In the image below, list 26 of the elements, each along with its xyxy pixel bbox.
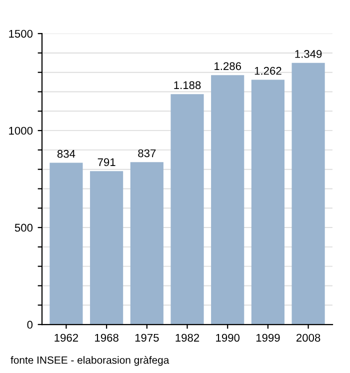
data-label: 837 bbox=[138, 149, 156, 158]
source-note: fonte INSEE - elaborasion gràfega bbox=[10, 356, 170, 366]
x-tick-label: 2008 bbox=[296, 334, 320, 342]
bar bbox=[292, 62, 325, 325]
bar bbox=[251, 80, 284, 325]
data-label: 791 bbox=[98, 158, 116, 166]
data-label: 1.349 bbox=[295, 50, 322, 58]
y-tick-label: 500 bbox=[14, 224, 33, 232]
data-label: 1.188 bbox=[174, 81, 201, 90]
x-tick-label: 1975 bbox=[135, 334, 159, 342]
y-tick-label: 1500 bbox=[9, 30, 33, 38]
x-tick-label: 1968 bbox=[95, 334, 118, 342]
x-tick-label: 1982 bbox=[176, 334, 200, 342]
data-label: 1.262 bbox=[254, 66, 282, 75]
bar bbox=[130, 162, 164, 325]
y-tick-label: 1000 bbox=[9, 126, 33, 135]
x-tick-label: 1999 bbox=[256, 334, 280, 342]
x-tick-label: 1990 bbox=[216, 334, 240, 342]
bar bbox=[50, 162, 83, 325]
bar bbox=[90, 171, 124, 325]
x-tick-label: 1962 bbox=[54, 334, 78, 342]
data-label: 834 bbox=[57, 150, 76, 158]
bar bbox=[211, 75, 244, 325]
data-label: 1.286 bbox=[214, 62, 242, 70]
y-tick-label: 0 bbox=[27, 320, 33, 329]
bar bbox=[170, 94, 204, 325]
